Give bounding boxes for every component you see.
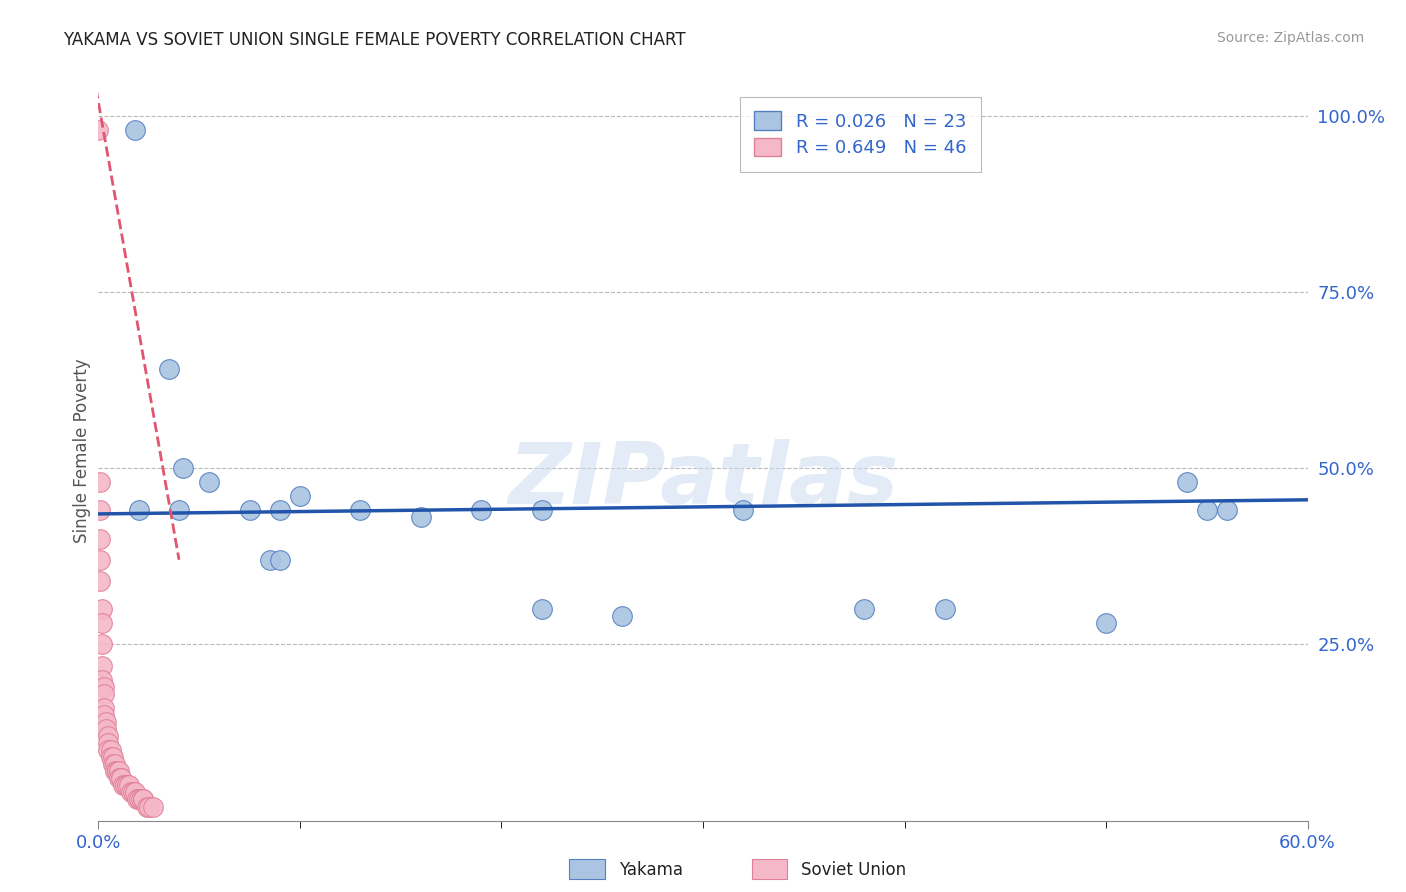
Point [89,475,111,490]
Point [105,764,128,779]
Point [198,475,221,490]
Point [91,658,114,673]
Point [1095,616,1118,631]
Point [138,799,160,814]
Point [89,532,111,546]
Point [135,799,157,814]
Point [91,602,114,616]
Point [97,736,120,750]
Point [97,729,120,743]
Point [1175,475,1198,490]
Point [107,764,129,779]
Point [125,792,148,806]
Text: Yakama: Yakama [619,861,683,879]
Point [89,574,111,588]
Point [120,785,142,799]
Point [853,602,876,616]
Point [91,673,114,687]
Point [259,553,281,567]
Point [115,778,138,792]
Point [101,750,124,764]
Point [132,792,155,806]
Point [96,714,118,729]
Point [103,764,125,779]
Point [110,772,132,786]
Legend: R = 0.026   N = 23, R = 0.649   N = 46: R = 0.026 N = 23, R = 0.649 N = 46 [740,96,980,171]
Point [111,778,134,792]
Point [124,122,146,136]
Point [89,503,111,517]
Point [110,772,132,786]
Point [118,778,141,792]
Point [530,503,553,517]
Point [97,743,120,757]
Point [733,503,755,517]
Point [269,503,291,517]
Point [93,707,115,722]
Point [934,602,956,616]
Point [93,701,115,715]
Point [142,799,165,814]
Text: Source: ZipAtlas.com: Source: ZipAtlas.com [1216,31,1364,45]
Point [96,722,118,736]
Text: Soviet Union: Soviet Union [801,861,907,879]
Point [124,785,146,799]
Point [87,122,110,136]
Point [172,461,194,475]
Point [91,637,114,651]
Point [89,553,111,567]
Point [128,503,150,517]
Y-axis label: Single Female Poverty: Single Female Poverty [73,359,91,542]
Point [103,757,125,772]
Point [107,772,129,786]
Text: ZIPatlas: ZIPatlas [508,439,898,522]
Point [93,680,115,694]
Text: YAKAMA VS SOVIET UNION SINGLE FEMALE POVERTY CORRELATION CHART: YAKAMA VS SOVIET UNION SINGLE FEMALE POV… [63,31,686,49]
Point [409,510,432,524]
Point [114,778,136,792]
Point [288,489,311,503]
Point [349,503,371,517]
Point [167,503,190,517]
Point [239,503,262,517]
Point [470,503,492,517]
Point [132,792,155,806]
Point [105,764,128,779]
Point [269,553,291,567]
Point [1216,503,1239,517]
Point [612,609,634,624]
Point [100,750,122,764]
Point [121,785,143,799]
Point [157,362,180,376]
Point [91,616,114,631]
Point [129,792,152,806]
Point [101,757,124,772]
Point [100,743,122,757]
Point [530,602,553,616]
Point [93,687,115,701]
Point [1195,503,1218,517]
Point [128,792,150,806]
